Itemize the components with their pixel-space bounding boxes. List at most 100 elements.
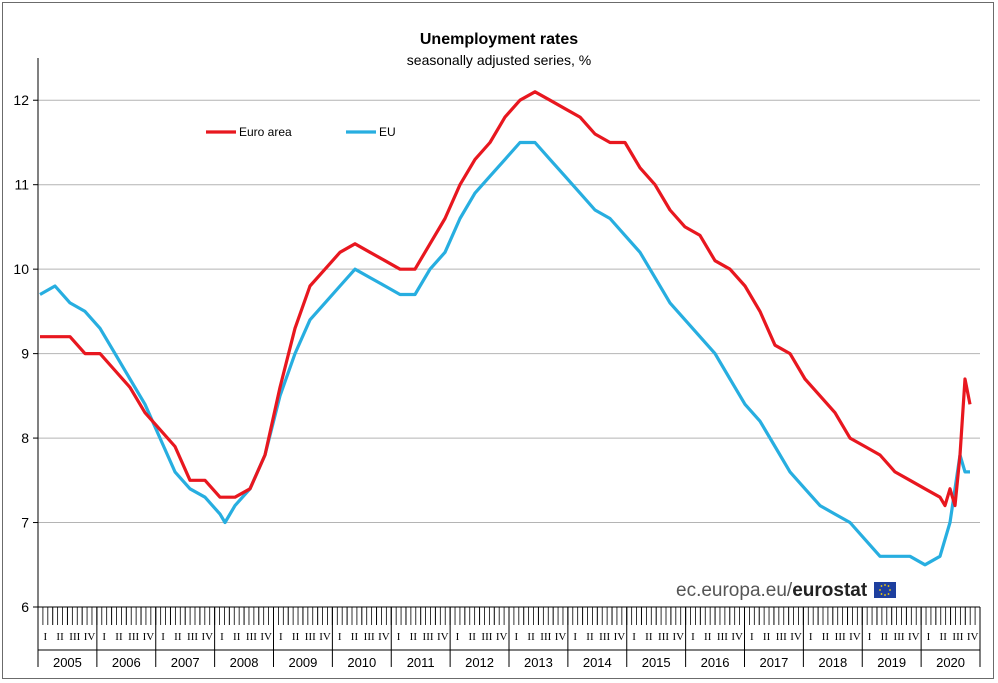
quarter-label: I: [102, 631, 106, 643]
quarter-label: IV: [201, 631, 213, 643]
quarter-label: IV: [908, 631, 920, 643]
quarter-label: II: [174, 631, 182, 643]
quarter-label: III: [69, 631, 80, 643]
quarter-label: II: [763, 631, 771, 643]
year-label: 2013: [524, 655, 553, 670]
quarter-label: IV: [849, 631, 861, 643]
y-tick-label: 11: [14, 177, 29, 193]
series-lines: [39, 90, 972, 567]
quarter-label: III: [835, 631, 846, 643]
year-label: 2016: [701, 655, 730, 670]
quarter-label: III: [364, 631, 375, 643]
quarter-label: II: [115, 631, 123, 643]
y-tick-label: 6: [21, 599, 29, 615]
series-line-eu: [39, 140, 970, 567]
quarter-label: I: [515, 631, 519, 643]
quarter-label: IV: [967, 631, 979, 643]
y-tick-label: 10: [13, 261, 29, 277]
y-tick-label: 9: [21, 346, 29, 362]
quarter-label: IV: [260, 631, 272, 643]
chart-title: Unemployment rates: [419, 31, 579, 48]
quarter-label: I: [927, 631, 931, 643]
quarter-label: IV: [790, 631, 802, 643]
year-label: 2005: [53, 655, 82, 670]
quarter-label: IV: [319, 631, 331, 643]
quarter-label: II: [233, 631, 241, 643]
series-line-euro-area: [40, 90, 972, 508]
credit-prefix: ec.europa.eu/: [676, 580, 793, 601]
grid-lines: [38, 99, 980, 524]
year-label: 2012: [465, 655, 494, 670]
quarter-label: IV: [143, 631, 155, 643]
eu-flag-icon: [874, 582, 897, 598]
quarter-label: III: [658, 631, 669, 643]
quarter-label: II: [940, 631, 948, 643]
quarter-label: III: [776, 631, 787, 643]
axes: [37, 58, 980, 608]
quarter-label: III: [599, 631, 610, 643]
year-label: 2011: [407, 655, 435, 670]
y-tick-label: 7: [21, 515, 29, 531]
quarter-label: II: [351, 631, 359, 643]
year-label: 2008: [230, 655, 259, 670]
quarter-label: II: [586, 631, 594, 643]
quarter-label: II: [469, 631, 477, 643]
quarter-label: II: [410, 631, 418, 643]
quarter-label: I: [750, 631, 754, 643]
quarter-label: I: [279, 631, 283, 643]
quarter-label: III: [540, 631, 551, 643]
quarter-label: I: [44, 631, 48, 643]
quarter-label: III: [423, 631, 434, 643]
year-label: 2009: [288, 655, 317, 670]
quarter-label: II: [881, 631, 889, 643]
quarter-label: II: [704, 631, 712, 643]
quarter-label: III: [246, 631, 257, 643]
quarter-label: II: [527, 631, 535, 643]
year-label: 2017: [759, 655, 788, 670]
quarter-label: I: [456, 631, 460, 643]
year-label: 2010: [347, 655, 376, 670]
quarter-label: III: [305, 631, 316, 643]
year-label: 2020: [936, 655, 965, 670]
legend-label: Euro area: [239, 125, 292, 139]
legend: Euro area EU: [206, 125, 396, 139]
quarter-label: II: [292, 631, 300, 643]
quarter-label: III: [187, 631, 198, 643]
chart-subtitle: seasonally adjusted series, %: [406, 52, 592, 68]
legend-label: EU: [379, 125, 396, 139]
quarter-label: I: [691, 631, 695, 643]
quarter-label: IV: [614, 631, 626, 643]
quarter-label: I: [868, 631, 872, 643]
quarter-label: IV: [672, 631, 684, 643]
y-axis-ticks: 6 7 8 9 10 11 12: [13, 92, 38, 615]
quarter-label: IV: [84, 631, 96, 643]
quarter-label: I: [573, 631, 577, 643]
quarter-label: III: [481, 631, 492, 643]
quarter-label: III: [717, 631, 728, 643]
quarter-label: II: [645, 631, 653, 643]
quarter-label: II: [822, 631, 830, 643]
year-label: 2018: [818, 655, 847, 670]
quarter-label: IV: [378, 631, 390, 643]
quarter-label: II: [56, 631, 64, 643]
year-label: 2014: [583, 655, 612, 670]
quarter-label: I: [161, 631, 165, 643]
credit-brand: eurostat: [792, 580, 868, 601]
quarter-label: IV: [555, 631, 567, 643]
quarter-label: I: [632, 631, 636, 643]
quarter-label: I: [809, 631, 813, 643]
quarter-label: IV: [437, 631, 449, 643]
year-label: 2007: [171, 655, 200, 670]
quarter-label: III: [894, 631, 905, 643]
quarter-label: IV: [496, 631, 508, 643]
quarter-label: I: [397, 631, 401, 643]
quarter-label: III: [952, 631, 963, 643]
y-tick-label: 8: [21, 430, 29, 446]
quarter-label: III: [128, 631, 139, 643]
year-label: 2015: [642, 655, 671, 670]
year-label: 2019: [877, 655, 906, 670]
year-label: 2006: [112, 655, 141, 670]
